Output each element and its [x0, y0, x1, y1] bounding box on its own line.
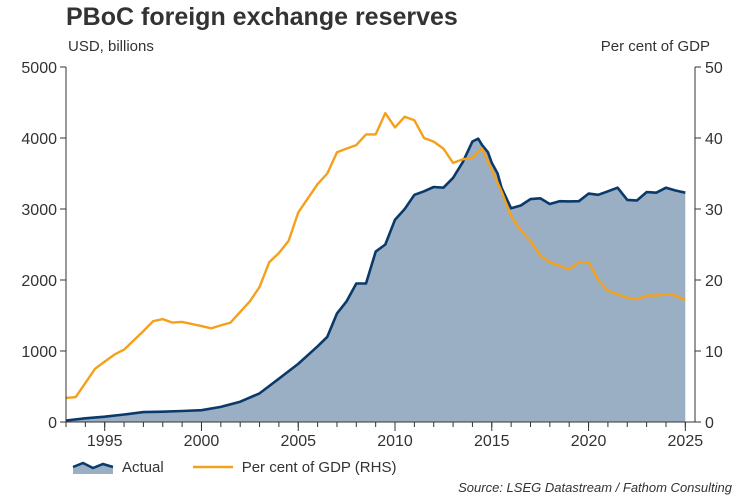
legend-label-gdp: Per cent of GDP (RHS) [241, 458, 397, 476]
x-axis-tick-label: 2025 [668, 433, 704, 450]
x-axis-tick-label: 2015 [474, 433, 510, 450]
x-axis-tick-label: 2000 [184, 433, 220, 450]
x-axis-tick-label: 1995 [87, 433, 123, 450]
right-axis-tick-label: 30 [705, 202, 723, 219]
right-axis-unit-label: Per cent of GDP [600, 38, 710, 55]
right-axis-tick-label: 40 [705, 131, 723, 148]
series-area-actual [66, 138, 686, 422]
right-axis-tick-label: 50 [705, 60, 723, 77]
left-axis-unit-label: USD, billions [68, 38, 154, 55]
series-line-actual [65, 137, 686, 422]
legend-item-gdp: Per cent of GDP (RHS) [192, 458, 397, 476]
series-line-gdp [65, 111, 686, 400]
left-axis-tick-label: 1000 [21, 344, 57, 361]
left-axis-tick-label: 5000 [21, 60, 57, 77]
legend-item-actual: Actual [72, 459, 164, 476]
legend-swatch-actual [72, 461, 114, 474]
left-axis-tick-label: 3000 [21, 202, 57, 219]
legend-swatch-gdp [192, 465, 233, 469]
source-note: Source: LSEG Datastream / Fathom Consult… [458, 480, 732, 495]
legend: Actual Per cent of GDP (RHS) [72, 456, 424, 478]
right-axis-tick-label: 10 [705, 344, 723, 361]
right-axis-tick-label: 20 [705, 273, 723, 290]
x-axis-tick-label: 2020 [571, 433, 607, 450]
left-axis-tick-label: 0 [48, 415, 57, 432]
legend-label-actual: Actual [122, 458, 164, 476]
x-axis-tick-label: 2005 [280, 433, 316, 450]
right-axis-tick-label: 0 [705, 415, 714, 432]
x-axis-tick-label: 2010 [377, 433, 413, 450]
left-axis-tick-label: 4000 [21, 131, 57, 148]
left-axis-tick-label: 2000 [21, 273, 57, 290]
chart-title: PBoC foreign exchange reserves [66, 3, 458, 31]
